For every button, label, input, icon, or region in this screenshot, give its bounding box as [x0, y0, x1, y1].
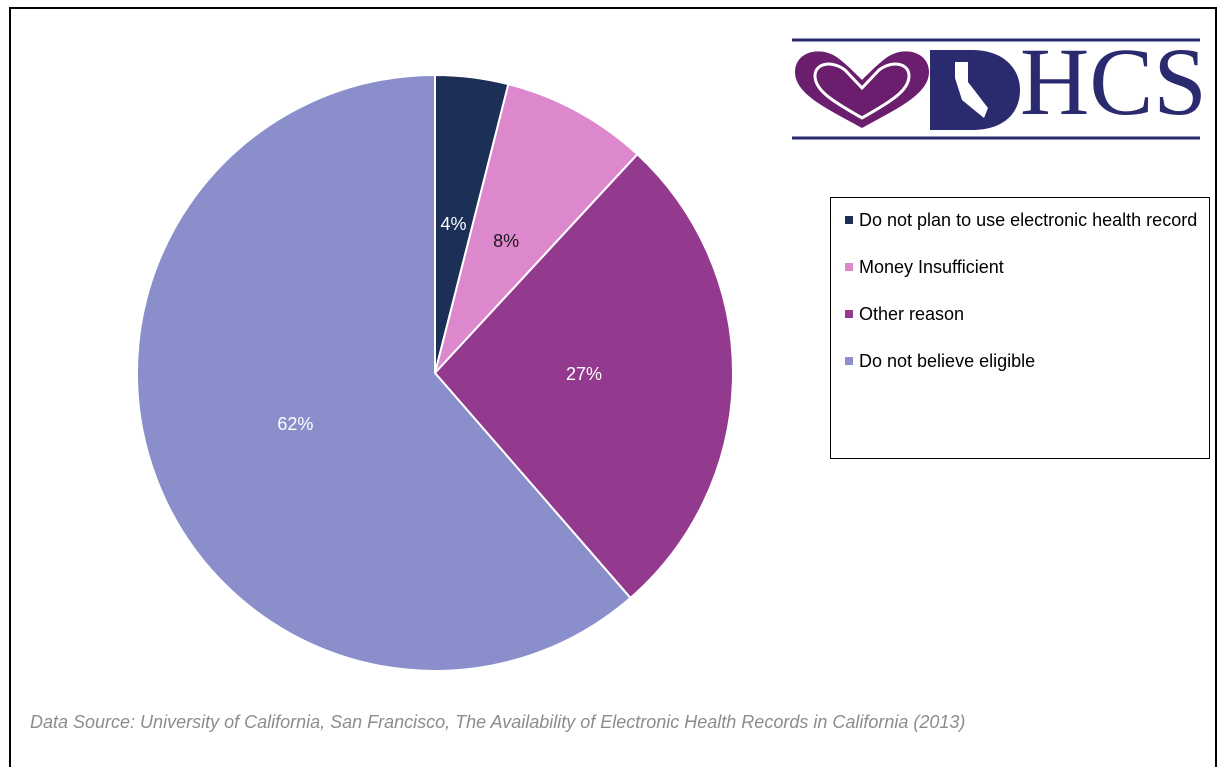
legend-swatch: [845, 310, 853, 318]
source-note: Data Source: University of California, S…: [30, 712, 966, 732]
legend-label: Do not believe eligible: [859, 351, 1036, 371]
pie: 4% 8% 27% 62%: [136, 73, 734, 672]
pie-slice: [136, 73, 632, 672]
legend-entry: Other reason: [845, 302, 1201, 327]
legend-entry: Money Insufficient: [845, 255, 1201, 280]
logo: HCS: [792, 28, 1207, 140]
logo-text: HCS: [1020, 28, 1207, 135]
legend-swatch: [845, 357, 853, 365]
pie-slice: [433, 152, 734, 600]
data-label: 8%: [493, 231, 519, 251]
legend-entry: Do not plan to use electronic health rec…: [845, 208, 1201, 233]
legend: Do not plan to use electronic health rec…: [830, 197, 1210, 459]
legend-label: Other reason: [859, 304, 965, 324]
data-label: 4%: [440, 214, 466, 234]
data-label: 27%: [566, 364, 602, 384]
pie-slice: [434, 82, 639, 374]
legend-swatch: [845, 263, 853, 271]
legend-label: Money Insufficient: [859, 257, 1004, 277]
frame: [9, 7, 1217, 767]
legend-swatch: [845, 216, 853, 224]
legend-label: Do not plan to use electronic health rec…: [859, 210, 1198, 230]
data-label: 62%: [277, 414, 313, 434]
legend-entry: Do not believe eligible: [845, 349, 1201, 374]
